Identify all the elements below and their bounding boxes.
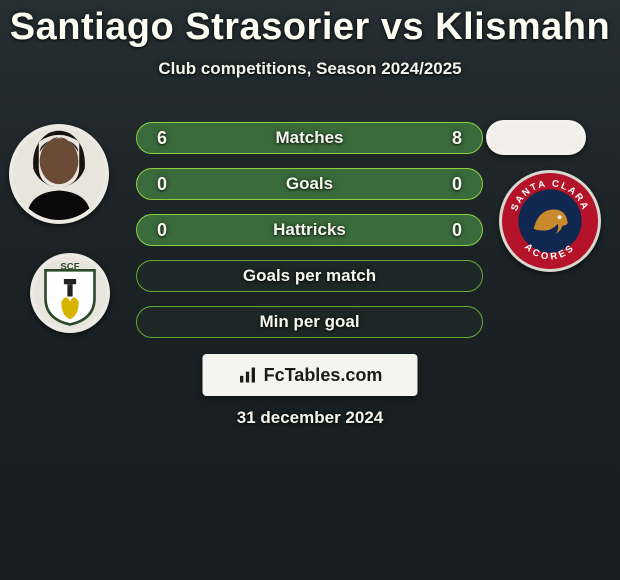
- stat-row-goals: 0 Goals 0: [136, 168, 483, 200]
- stats-list: 6 Matches 8 0 Goals 0 0 Hattricks 0 Goal…: [136, 122, 483, 352]
- stat-left-value: 6: [157, 128, 167, 149]
- brand-badge[interactable]: FcTables.com: [203, 354, 418, 396]
- stat-left-value: 0: [157, 174, 167, 195]
- stat-label: Goals: [286, 174, 333, 194]
- stat-right-value: 0: [452, 220, 462, 241]
- crest-icon: SANTA CLARA ACORES: [502, 171, 598, 271]
- stat-right-value: 0: [452, 174, 462, 195]
- avatar-silhouette-icon: [13, 128, 105, 220]
- stat-label: Matches: [275, 128, 343, 148]
- page-subtitle: Club competitions, Season 2024/2025: [0, 59, 620, 79]
- stat-label: Goals per match: [243, 266, 376, 286]
- svg-text:SCF: SCF: [60, 261, 79, 272]
- brand-label: FcTables.com: [264, 365, 383, 386]
- stat-label: Hattricks: [273, 220, 346, 240]
- page-title: Santiago Strasorier vs Klismahn: [0, 0, 620, 49]
- player-right-avatar: [486, 120, 586, 155]
- stat-row-hattricks: 0 Hattricks 0: [136, 214, 483, 246]
- player-left-avatar: [9, 124, 109, 224]
- shield-icon: SCF: [35, 258, 105, 328]
- stat-row-min-per-goal: Min per goal: [136, 306, 483, 338]
- club-right-crest: SANTA CLARA ACORES: [499, 170, 601, 272]
- stat-left-value: 0: [157, 220, 167, 241]
- bar-chart-icon: [238, 365, 258, 385]
- stat-row-matches: 6 Matches 8: [136, 122, 483, 154]
- stat-row-goals-per-match: Goals per match: [136, 260, 483, 292]
- club-left-crest: SCF: [30, 253, 110, 333]
- infographic-date: 31 december 2024: [0, 408, 620, 428]
- stat-label: Min per goal: [259, 312, 359, 332]
- stat-right-value: 8: [452, 128, 462, 149]
